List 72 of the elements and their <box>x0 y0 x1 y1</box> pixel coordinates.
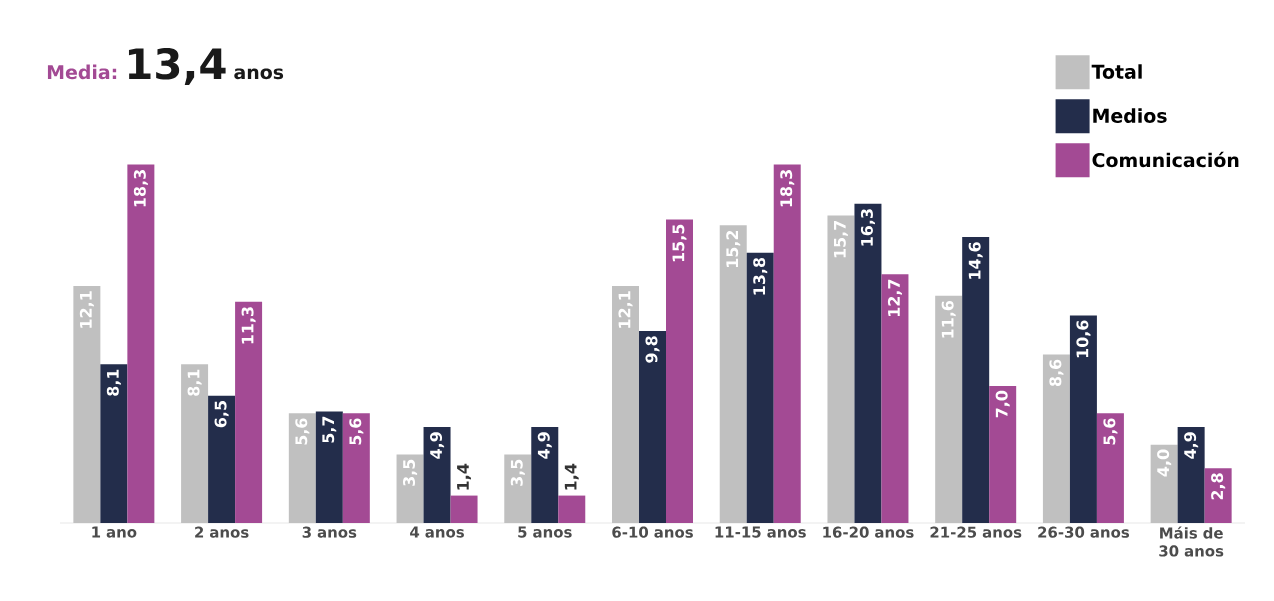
annotation: 13,4 <box>128 47 226 85</box>
data-label: 1,4 <box>564 463 579 490</box>
bar <box>1204 468 1232 523</box>
data-label: 5,7 <box>322 416 337 443</box>
bar <box>531 427 559 523</box>
data-label: 18,3 <box>133 170 148 207</box>
data-label: 8,1 <box>106 369 121 396</box>
bar <box>208 395 236 523</box>
bar <box>342 413 370 523</box>
data-label: 9,8 <box>645 336 660 363</box>
legend-label: Total <box>1091 64 1142 79</box>
bar <box>773 164 801 523</box>
bar <box>127 164 155 523</box>
data-label: 15,2 <box>726 230 741 268</box>
bar <box>854 203 882 523</box>
data-label: 12,1 <box>618 291 633 328</box>
bar <box>315 411 343 523</box>
data-label: 5,6 <box>1103 418 1118 445</box>
x-tick-label: 5 anos <box>518 526 572 538</box>
annotation: anos <box>234 68 284 80</box>
data-label: 8,6 <box>1049 359 1064 387</box>
data-label: 4,9 <box>1184 432 1199 459</box>
bar <box>962 237 990 523</box>
bar <box>235 301 263 523</box>
x-tick-label: 11-15 anos <box>715 526 806 538</box>
bar <box>423 427 451 523</box>
data-label: 18,3 <box>780 170 795 207</box>
bar <box>558 495 586 523</box>
data-label: 5,6 <box>349 418 364 445</box>
bar <box>1096 413 1124 523</box>
x-tick-label: 21-25 anos <box>930 526 1022 538</box>
x-tick-label: 2 anos <box>195 526 249 538</box>
x-tick-label: 16-20 anos <box>823 526 914 538</box>
bar <box>666 219 693 523</box>
data-label: 7,0 <box>995 390 1010 418</box>
legend-label: Comunicación <box>1092 151 1239 168</box>
data-label: 2,8 <box>1211 473 1226 500</box>
data-label: 4,9 <box>537 432 552 459</box>
bar <box>639 331 666 523</box>
data-label: 15,7 <box>834 220 848 258</box>
x-tick-label: Máis de 30 anos <box>1159 526 1224 557</box>
data-label: 11,6 <box>941 300 956 338</box>
data-label: 10,6 <box>1076 320 1091 358</box>
x-tick-label: 3 anos <box>302 526 357 538</box>
x-tick-label: 1 ano <box>92 526 137 538</box>
data-label: 15,5 <box>672 224 687 262</box>
data-label: 8,1 <box>187 369 202 396</box>
data-label: 16,3 <box>860 209 875 246</box>
x-tick-label: 6-10 anos <box>612 526 693 538</box>
data-label: 5,6 <box>295 418 310 445</box>
data-label: 11,3 <box>241 307 256 344</box>
x-tick-label: 26-30 anos <box>1038 526 1130 538</box>
x-tick-label: 4 anos <box>410 526 464 538</box>
bar <box>1069 315 1097 523</box>
bar <box>100 364 128 523</box>
data-label: 4,9 <box>430 432 445 459</box>
data-label: 1,4 <box>457 463 471 490</box>
data-label: 13,8 <box>753 257 768 295</box>
bar <box>881 274 909 523</box>
data-label: 14,6 <box>968 242 983 279</box>
bar <box>746 252 774 523</box>
bar <box>1177 427 1205 523</box>
bar <box>450 495 478 523</box>
bar <box>989 385 1017 523</box>
legend-label: Medios <box>1093 108 1167 123</box>
data-label: 6,5 <box>214 401 229 428</box>
annotation: Media: <box>47 64 117 80</box>
data-label: 3,5 <box>403 459 418 486</box>
data-label: 12,7 <box>887 279 902 317</box>
data-label: 4,0 <box>1157 449 1172 477</box>
data-label: 3,5 <box>510 459 525 486</box>
data-label: 12,1 <box>79 291 94 328</box>
